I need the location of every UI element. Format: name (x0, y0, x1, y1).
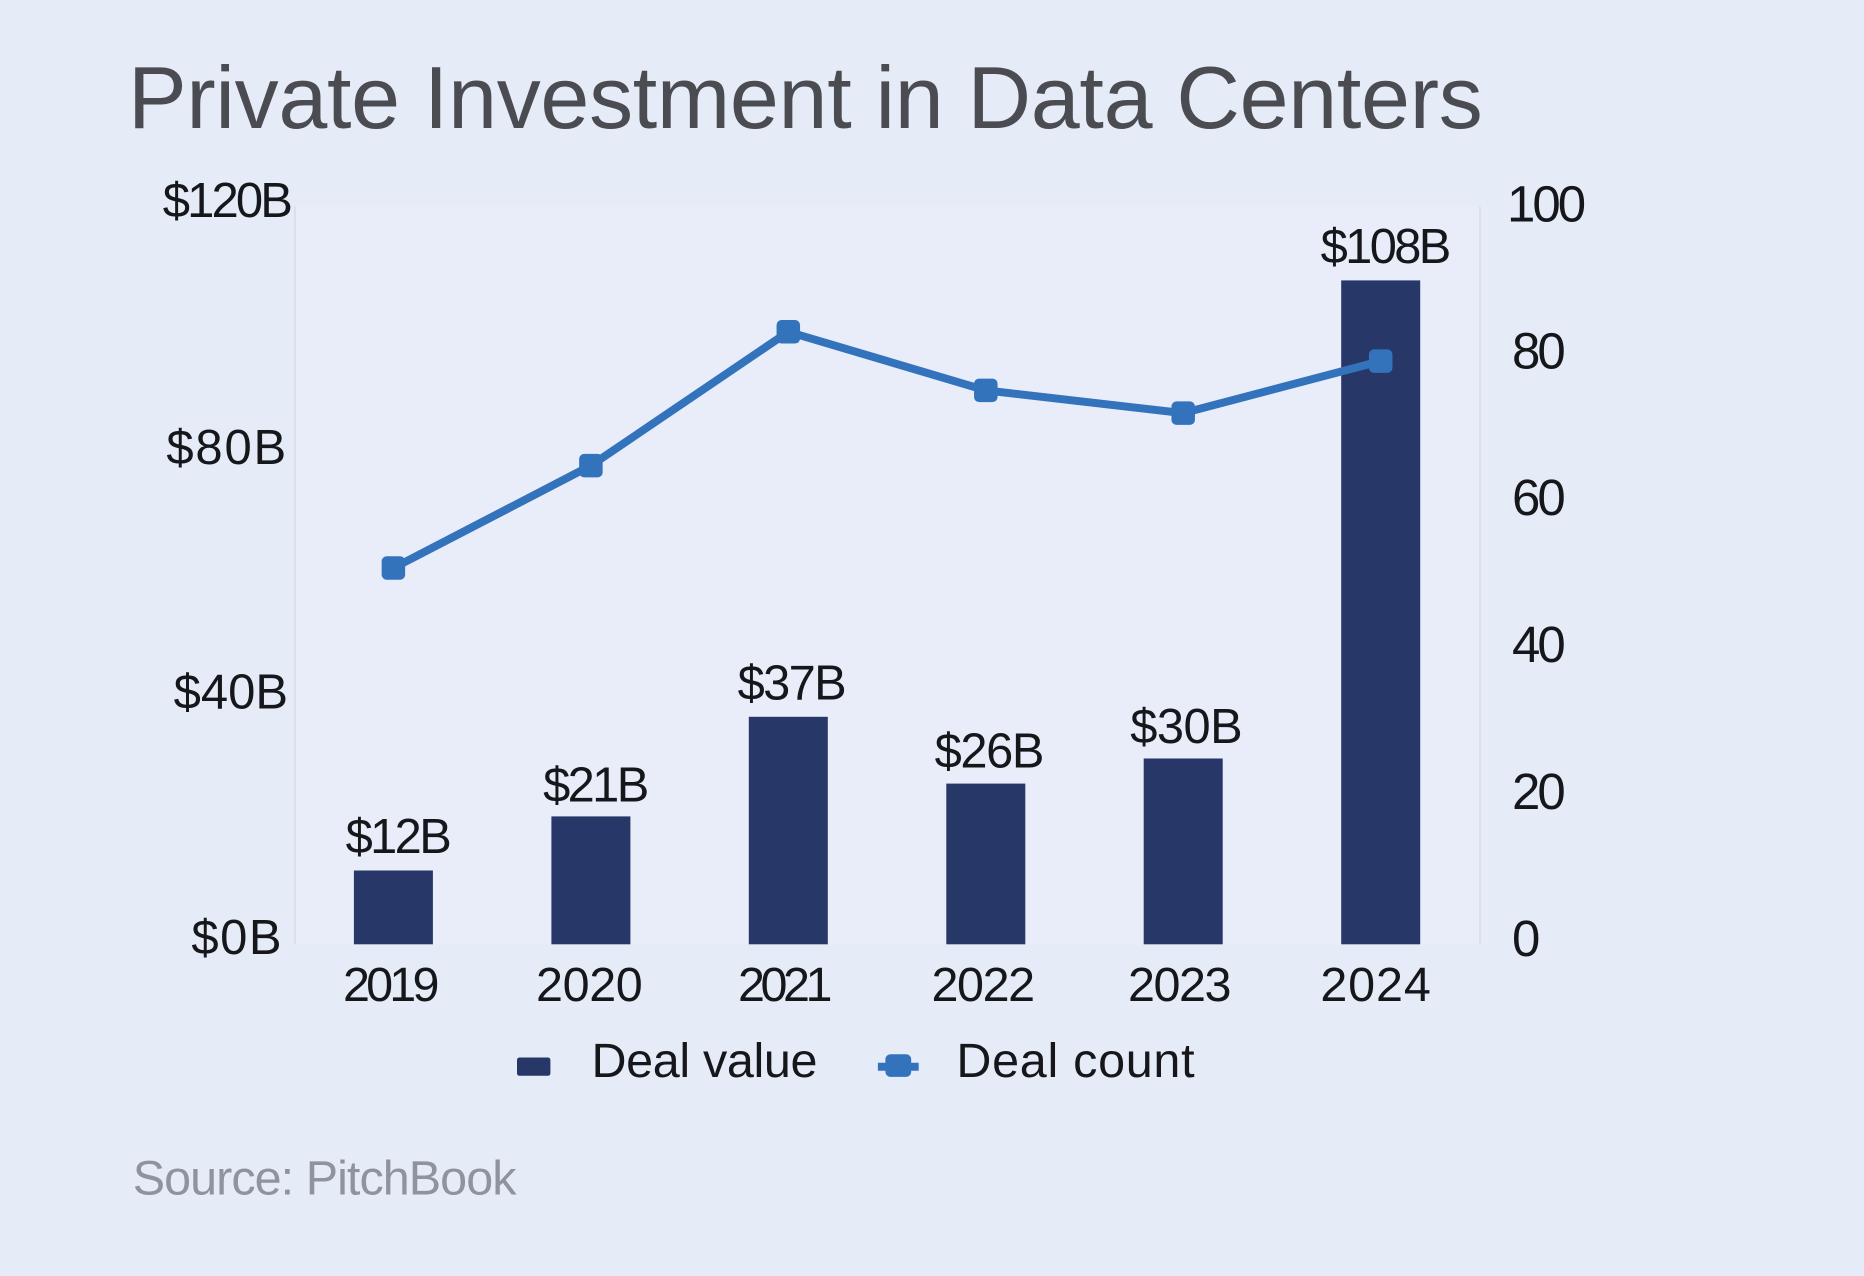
svg-text:80: 80 (1512, 322, 1564, 379)
svg-text:60: 60 (1512, 469, 1564, 526)
svg-text:Deal value: Deal value (592, 1034, 818, 1088)
svg-text:0: 0 (1512, 910, 1539, 967)
svg-text:2020: 2020 (536, 958, 642, 1012)
svg-text:2021: 2021 (738, 958, 831, 1012)
svg-text:$12B: $12B (346, 810, 450, 864)
svg-text:2024: 2024 (1320, 958, 1431, 1012)
svg-text:$80B: $80B (166, 421, 288, 475)
svg-text:40: 40 (1512, 616, 1564, 673)
svg-text:$120B: $120B (163, 174, 291, 228)
svg-text:2023: 2023 (1128, 958, 1230, 1012)
svg-text:$21B: $21B (543, 758, 647, 812)
svg-text:20: 20 (1512, 763, 1564, 820)
svg-text:Source: PitchBook: Source: PitchBook (133, 1151, 518, 1205)
svg-text:$26B: $26B (935, 724, 1043, 778)
svg-text:2022: 2022 (931, 958, 1033, 1012)
svg-text:$30B: $30B (1130, 700, 1242, 754)
svg-text:$37B: $37B (738, 656, 845, 710)
svg-text:100: 100 (1507, 175, 1585, 232)
svg-text:$0B: $0B (191, 911, 283, 965)
svg-text:$40B: $40B (174, 665, 288, 719)
svg-text:$108B: $108B (1321, 220, 1449, 274)
svg-text:Deal count: Deal count (956, 1034, 1195, 1088)
svg-text:Private Investment in Data Cen: Private Investment in Data Centers (128, 48, 1482, 147)
svg-text:2019: 2019 (343, 958, 438, 1012)
